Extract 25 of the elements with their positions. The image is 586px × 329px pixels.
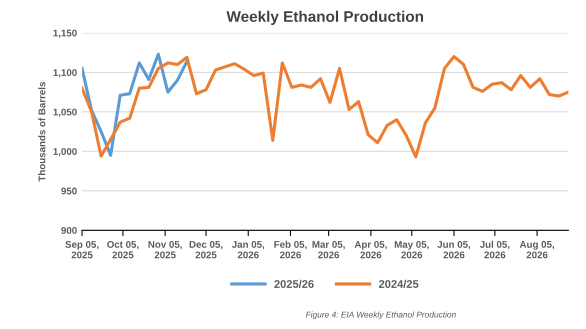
x-tick-label: Feb 05, 2026: [274, 240, 307, 258]
x-tick-label: Sep 05, 2025: [65, 240, 98, 258]
y-tick-label: 900: [61, 227, 77, 234]
legend-label: 2024/25: [378, 280, 418, 288]
x-tick-label: Dec 05, 2025: [190, 240, 222, 258]
y-tick-label: 1,150: [53, 30, 77, 38]
x-tick-label: Jun 05, 2026: [437, 240, 470, 258]
chart-title: Weekly Ethanol Production: [226, 10, 424, 25]
x-tick-label: Jan 05, 2026: [232, 240, 264, 258]
x-tick-label: Mar 05, 2026: [312, 240, 345, 258]
y-tick-label: 1,100: [53, 69, 77, 78]
x-tick-label: Aug 05, 2026: [520, 240, 554, 258]
x-tick-label: Apr 05, 2026: [354, 240, 387, 258]
x-tick-label: Nov 05, 2025: [148, 240, 182, 258]
y-tick-label: 1,000: [53, 148, 77, 156]
line-series: [82, 52, 188, 157]
y-tick-label: 950: [61, 188, 77, 194]
caption: Figure 4: EIA Weekly Ethanol Production: [306, 311, 456, 320]
x-tick-label: Oct 05, 2025: [107, 240, 138, 258]
y-axis-title: Thousands of Barrels: [38, 82, 46, 182]
line-series: [82, 55, 568, 158]
x-tick-label: May 05, 2026: [394, 240, 429, 258]
y-tick-label: 1,050: [53, 108, 77, 117]
legend-label: 2025/26: [274, 280, 314, 288]
x-tick-label: Jul 05, 2026: [480, 240, 510, 258]
